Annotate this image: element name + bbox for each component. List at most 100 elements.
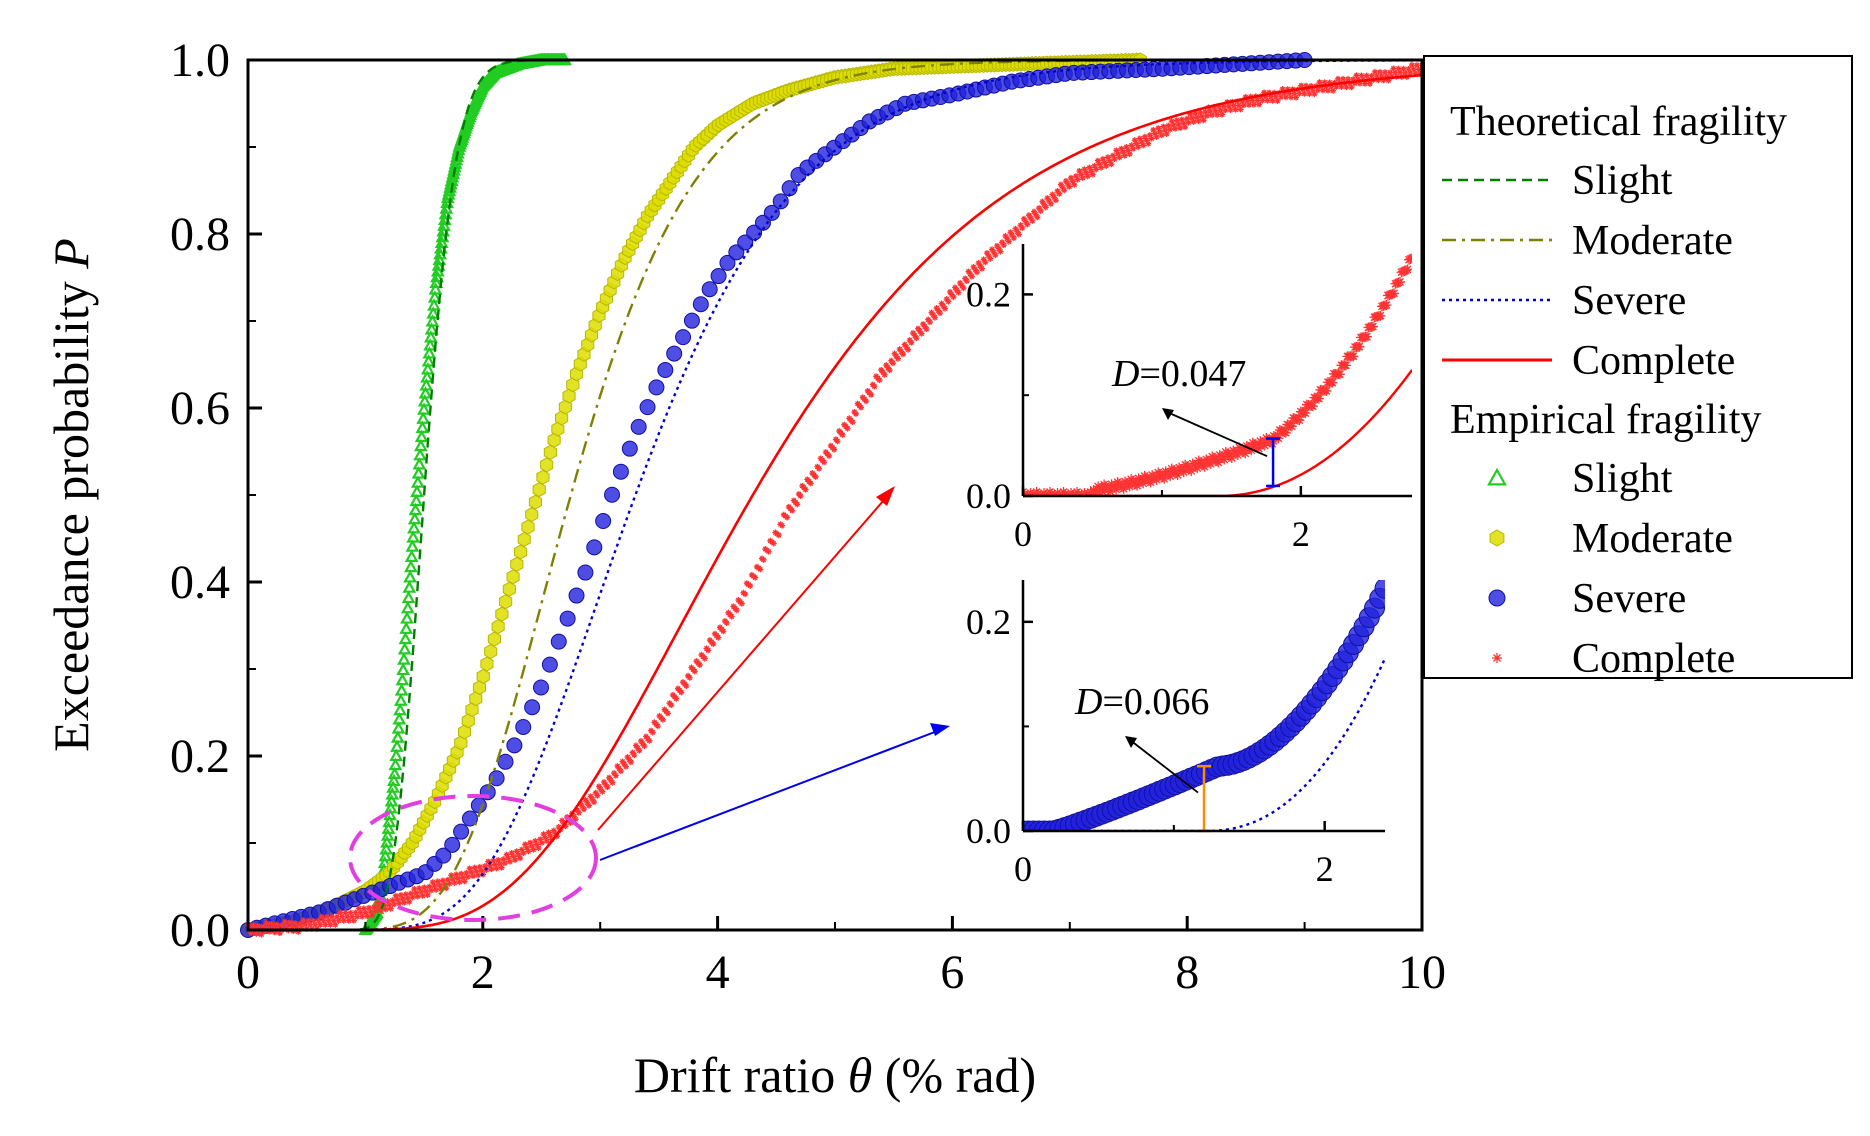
- empirical-point: [624, 754, 631, 761]
- inset-empirical-point: [1124, 481, 1135, 492]
- empirical-point: [849, 419, 856, 426]
- annotation-var: D: [1111, 353, 1139, 395]
- empirical-point: [416, 411, 431, 424]
- empirical-point: [1355, 76, 1362, 83]
- empirical-point: [436, 882, 443, 889]
- empirical-point: [990, 249, 997, 256]
- empirical-point: [438, 207, 453, 220]
- empirical-point: [475, 872, 482, 879]
- empirical-point: [1052, 197, 1059, 204]
- empirical-point: [1103, 162, 1110, 169]
- empirical-point: [1377, 69, 1384, 76]
- legend-entry-empirical-severe: Severe: [1488, 576, 1686, 622]
- inset-empirical-point: [1226, 452, 1237, 463]
- empirical-point: [962, 275, 969, 282]
- empirical-point: [779, 522, 786, 529]
- empirical-point: [506, 569, 520, 585]
- empirical-point: [664, 710, 671, 717]
- empirical-point: [345, 917, 352, 924]
- empirical-point: [543, 444, 557, 460]
- empirical-point: [559, 610, 576, 627]
- empirical-point: [1326, 79, 1333, 86]
- empirical-point: [1361, 80, 1368, 87]
- empirical-point: [572, 816, 579, 823]
- empirical-point: [590, 799, 597, 806]
- empirical-point: [621, 440, 638, 457]
- empirical-point: [418, 386, 433, 399]
- empirical-point: [1417, 70, 1424, 77]
- empirical-point: [377, 907, 384, 914]
- empirical-point: [349, 913, 356, 920]
- empirical-point: [1215, 103, 1222, 110]
- y-tick-label: 1.0: [170, 34, 230, 87]
- empirical-point: [1219, 111, 1226, 118]
- empirical-point: [1104, 154, 1111, 161]
- empirical-point: [523, 844, 530, 851]
- empirical-point: [305, 917, 312, 924]
- empirical-point: [537, 836, 544, 843]
- empirical-point: [1109, 152, 1116, 159]
- empirical-point: [1148, 135, 1155, 142]
- empirical-point: [426, 883, 433, 890]
- empirical-point: [607, 777, 614, 784]
- empirical-point: [1185, 119, 1192, 126]
- empirical-point: [364, 913, 371, 920]
- empirical-point: [355, 905, 362, 912]
- empirical-point: [831, 446, 838, 453]
- inset-empirical-point: [1321, 385, 1332, 396]
- empirical-point: [968, 273, 975, 280]
- empirical-point: [839, 431, 846, 438]
- empirical-point: [612, 772, 619, 779]
- empirical-point: [1293, 94, 1300, 101]
- inset-empirical-point: [1354, 341, 1365, 352]
- empirical-point: [1314, 87, 1321, 94]
- inset-empirical-point: [1388, 288, 1399, 299]
- empirical-point: [533, 841, 540, 848]
- empirical-point: [429, 275, 444, 288]
- empirical-point: [1094, 157, 1101, 164]
- empirical-point: [989, 246, 996, 253]
- empirical-point: [1188, 115, 1195, 122]
- empirical-point: [915, 325, 922, 332]
- inset-empirical-point: [1313, 393, 1324, 404]
- empirical-point: [975, 259, 982, 266]
- empirical-point: [1128, 142, 1135, 149]
- empirical-point: [580, 806, 587, 813]
- empirical-point: [298, 925, 305, 932]
- empirical-point: [1073, 173, 1080, 180]
- empirical-point: [297, 920, 304, 927]
- empirical-point: [417, 889, 424, 896]
- empirical-point: [1042, 204, 1049, 211]
- empirical-point: [1101, 159, 1108, 166]
- empirical-point: [863, 398, 870, 405]
- empirical-point: [812, 473, 819, 480]
- annotation-arrowhead: [1162, 408, 1174, 420]
- empirical-point: [1056, 190, 1063, 197]
- empirical-point: [427, 298, 441, 311]
- empirical-point: [911, 332, 918, 339]
- empirical-point: [632, 742, 639, 749]
- inset-empirical-point: [1145, 477, 1156, 488]
- empirical-point: [513, 848, 520, 855]
- empirical-point: [1246, 101, 1253, 108]
- empirical-point: [1259, 97, 1266, 104]
- empirical-point: [1239, 98, 1246, 105]
- inset-data: [1023, 580, 1385, 831]
- empirical-point: [772, 193, 789, 210]
- empirical-point: [1051, 194, 1058, 201]
- empirical-point: [577, 800, 584, 807]
- inset-empirical-point: [1172, 469, 1183, 480]
- empirical-point: [1183, 115, 1190, 122]
- empirical-point: [1220, 103, 1227, 110]
- empirical-point: [567, 819, 574, 826]
- empirical-point: [634, 745, 641, 752]
- zoom-arrowhead-complete: [876, 486, 895, 506]
- empirical-point: [1333, 83, 1340, 90]
- empirical-point: [1039, 198, 1046, 205]
- empirical-point: [551, 421, 565, 437]
- empirical-point: [1335, 75, 1342, 82]
- empirical-point: [1025, 212, 1032, 219]
- inset-empirical-point: [1381, 299, 1392, 310]
- empirical-point: [723, 619, 730, 626]
- empirical-point: [997, 248, 1004, 255]
